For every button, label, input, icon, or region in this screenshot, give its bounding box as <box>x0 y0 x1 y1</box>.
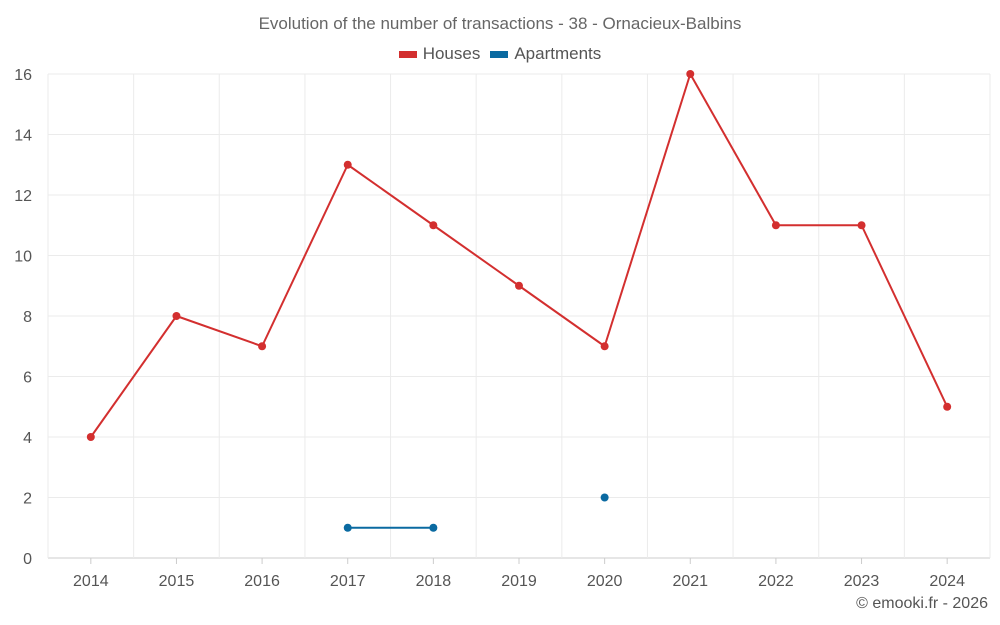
data-point-apartments[interactable] <box>600 493 609 502</box>
chart-legend: Houses Apartments <box>0 44 1000 64</box>
series-line-houses <box>176 315 263 348</box>
x-tick-label: 2017 <box>330 573 366 590</box>
series-line-houses <box>347 163 434 227</box>
x-tick-label: 2019 <box>501 573 537 590</box>
series-line-houses <box>689 73 777 226</box>
data-point-houses[interactable] <box>172 312 181 320</box>
y-tick-label: 10 <box>14 249 32 266</box>
x-tick-label: 2015 <box>159 573 195 590</box>
y-tick-label: 16 <box>14 67 32 84</box>
data-point-houses[interactable] <box>686 70 695 78</box>
x-tick-label: 2020 <box>587 573 623 590</box>
series-line-houses <box>432 224 520 287</box>
x-tick-label: 2016 <box>244 573 280 590</box>
x-tick-label: 2023 <box>844 573 880 590</box>
data-point-houses[interactable] <box>343 160 352 169</box>
legend-item-houses[interactable]: Houses <box>398 44 481 64</box>
x-tick-label: 2024 <box>929 573 965 590</box>
y-tick-label: 6 <box>23 370 32 387</box>
legend-item-apartments[interactable]: Apartments <box>490 44 601 64</box>
series-line-houses <box>518 284 606 348</box>
footer-credit: © emooki.fr - 2026 <box>856 595 988 612</box>
legend-swatch-houses <box>398 50 417 58</box>
legend-label-houses: Houses <box>422 44 481 63</box>
series-line-houses <box>860 224 949 408</box>
y-tick-label: 8 <box>23 309 32 326</box>
x-tick-label: 2018 <box>416 573 452 590</box>
legend-swatch-apartments <box>490 50 509 58</box>
data-point-houses[interactable] <box>771 221 780 230</box>
data-point-houses[interactable] <box>857 221 866 230</box>
data-point-houses[interactable] <box>943 402 952 411</box>
y-tick-label: 12 <box>14 188 32 205</box>
series-line-houses <box>261 164 349 347</box>
x-tick-label: 2014 <box>73 573 109 590</box>
series-line-houses <box>90 315 178 438</box>
data-point-houses[interactable] <box>600 342 609 351</box>
legend-label-apartments: Apartments <box>514 44 602 63</box>
x-tick-label: 2022 <box>758 573 794 590</box>
data-point-houses[interactable] <box>86 433 95 441</box>
data-point-apartments[interactable] <box>429 523 438 532</box>
series-line-houses <box>603 73 692 347</box>
y-tick-label: 0 <box>23 551 32 568</box>
data-point-apartments[interactable] <box>343 523 352 532</box>
data-point-houses[interactable] <box>258 342 267 351</box>
y-tick-label: 14 <box>14 128 32 145</box>
chart-title: Evolution of the number of transactions … <box>258 14 742 33</box>
data-point-houses[interactable] <box>515 281 523 290</box>
x-tick-label: 2021 <box>672 573 708 590</box>
y-tick-label: 2 <box>23 491 32 508</box>
y-tick-label: 4 <box>23 430 32 447</box>
data-point-houses[interactable] <box>429 221 438 230</box>
